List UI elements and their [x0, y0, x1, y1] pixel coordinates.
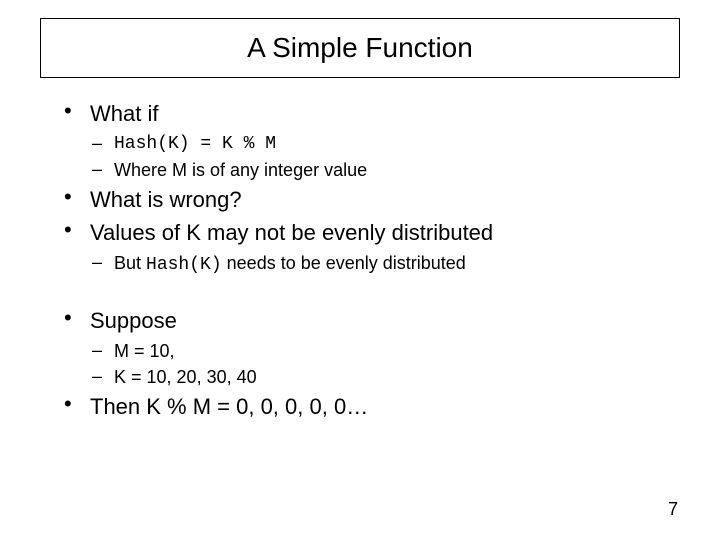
slide-title: A Simple Function: [247, 32, 473, 64]
sub-bullet-list: M = 10, K = 10, 20, 30, 40: [90, 340, 662, 390]
bullet-text: Then K % M = 0, 0, 0, 0, 0…: [90, 394, 368, 419]
bullet-item: Then K % M = 0, 0, 0, 0, 0…: [62, 393, 662, 422]
title-box: A Simple Function: [40, 18, 680, 78]
sub-bullet-list: But Hash(K) needs to be evenly distribut…: [90, 252, 662, 277]
sub-bullet-text: M = 10,: [114, 341, 175, 361]
bullet-list: What if Hash(K) = K % M Where M is of an…: [62, 100, 662, 422]
bullet-text: Suppose: [90, 308, 177, 333]
bullet-item: What if Hash(K) = K % M Where M is of an…: [62, 100, 662, 182]
sub-bullet-item: Hash(K) = K % M: [90, 133, 662, 156]
code-text: Hash(K) = K % M: [114, 134, 276, 154]
bullet-text: Values of K may not be evenly distribute…: [90, 220, 493, 245]
sub-bullet-item: Where M is of any integer value: [90, 159, 662, 182]
slide: A Simple Function What if Hash(K) = K % …: [0, 0, 720, 540]
bullet-text: What is wrong?: [90, 187, 242, 212]
bullet-item: Suppose M = 10, K = 10, 20, 30, 40: [62, 307, 662, 389]
page-number: 7: [668, 499, 678, 520]
bullet-text: What if: [90, 101, 158, 126]
code-text: Hash(K): [146, 255, 222, 275]
sub-bullet-item: K = 10, 20, 30, 40: [90, 366, 662, 389]
sub-bullet-text: But Hash(K) needs to be evenly distribut…: [114, 253, 466, 273]
bullet-item: What is wrong?: [62, 186, 662, 215]
sub-bullet-item: M = 10,: [90, 340, 662, 363]
sub-bullet-list: Hash(K) = K % M Where M is of any intege…: [90, 133, 662, 183]
sub-bullet-text: Where M is of any integer value: [114, 160, 367, 180]
slide-content: What if Hash(K) = K % M Where M is of an…: [62, 100, 662, 426]
bullet-item: Values of K may not be evenly distribute…: [62, 219, 662, 277]
spacer: [62, 281, 662, 303]
sub-bullet-text: K = 10, 20, 30, 40: [114, 367, 257, 387]
sub-bullet-item: But Hash(K) needs to be evenly distribut…: [90, 252, 662, 277]
